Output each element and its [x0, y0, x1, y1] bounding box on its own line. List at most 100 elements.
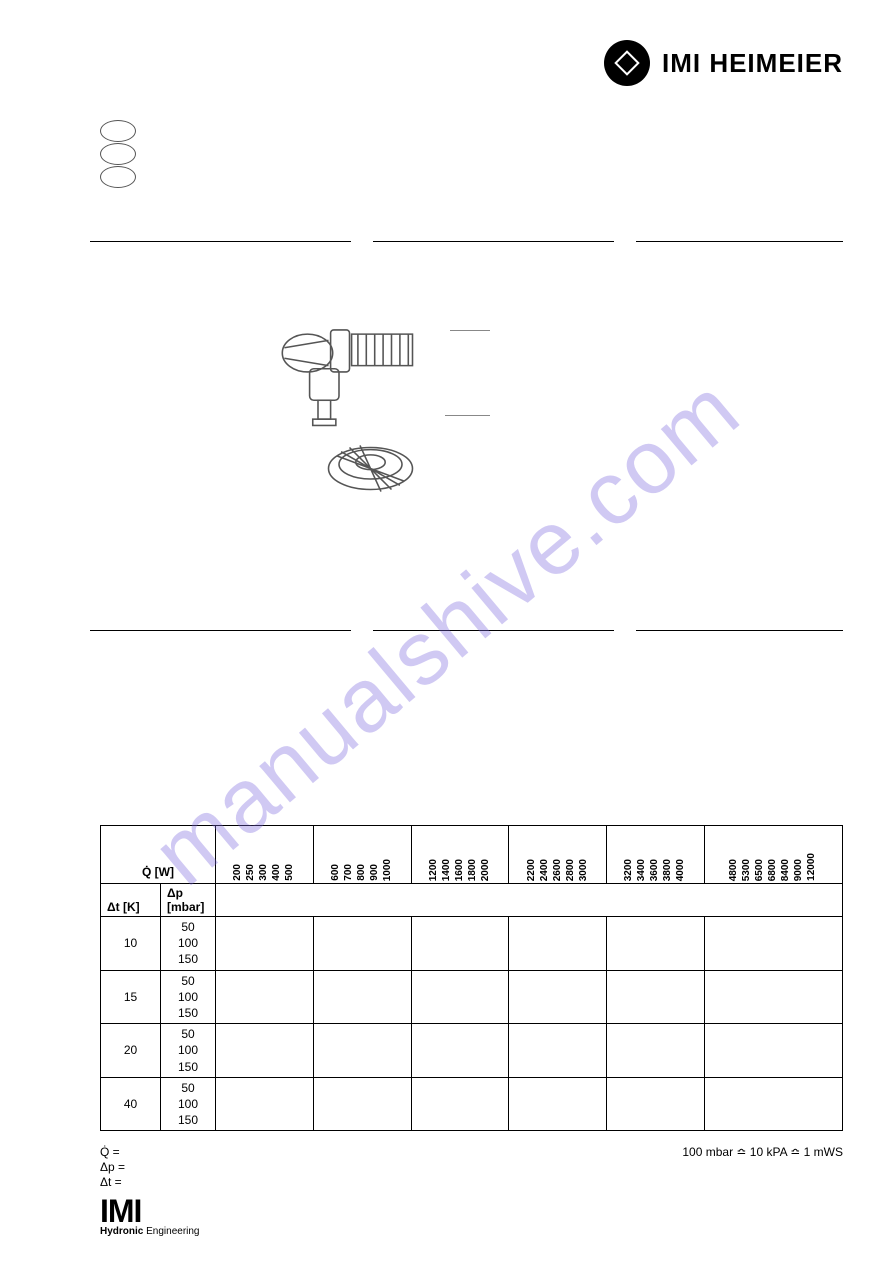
col-group-header: 22002400260028003000	[509, 826, 607, 884]
dt-header: Δt [K]	[101, 884, 161, 917]
col-header-value: 6500	[755, 859, 765, 881]
callout-line	[445, 415, 490, 416]
table-row: 1050100150	[101, 917, 843, 971]
col-group-header: 200250300400500	[216, 826, 314, 884]
table-cell	[216, 917, 314, 971]
dt-value: 20	[101, 1024, 161, 1078]
table-cell	[313, 1077, 411, 1131]
col-header-value: 3000	[579, 859, 589, 881]
table-row: 1550100150	[101, 970, 843, 1024]
dp-header: Δp [mbar]	[161, 884, 216, 917]
col-header-value: 800	[357, 864, 367, 881]
col-header-value: 8400	[781, 859, 791, 881]
q-label: Q̇ [W]	[142, 865, 174, 879]
flag-icon	[100, 143, 136, 165]
flag-icon	[100, 166, 136, 188]
table-header-row: Q̇ [W] 200250300400500 6007008009001000 …	[101, 826, 843, 884]
section-divider-row-1	[90, 241, 843, 242]
sizing-table: Q̇ [W] 200250300400500 6007008009001000 …	[100, 825, 843, 1131]
col-header-value: 3600	[650, 859, 660, 881]
table-subheader-row: Δt [K] Δp [mbar]	[101, 884, 843, 917]
col-group-header: 48005300650068008400900012000	[704, 826, 842, 884]
col-header-value: 1200	[429, 859, 439, 881]
table-cell	[411, 1077, 509, 1131]
table-row: 4050100150	[101, 1077, 843, 1131]
dt-value: 40	[101, 1077, 161, 1131]
brand-header: IMI HEIMEIER	[604, 40, 843, 86]
footer-logo-sub-bold: Hydronic	[100, 1226, 143, 1237]
col-header-value: 3800	[663, 859, 673, 881]
footer-logo-subtitle: Hydronic Engineering	[100, 1226, 200, 1237]
brand-logo-icon	[604, 40, 650, 86]
col-header-value: 300	[259, 864, 269, 881]
table-cell	[509, 1077, 607, 1131]
table-cell	[607, 970, 705, 1024]
col-header-value: 2800	[566, 859, 576, 881]
table-cell	[411, 970, 509, 1024]
col-header-value: 500	[285, 864, 295, 881]
col-header-value: 700	[344, 864, 354, 881]
table-cell	[607, 1077, 705, 1131]
col-header-value: 9000	[794, 859, 804, 881]
unit-conversion-note: 100 mbar ≏ 10 kPA ≏ 1 mWS	[682, 1145, 843, 1159]
col-header-value: 250	[246, 864, 256, 881]
dt-value: 15	[101, 970, 161, 1024]
dp-values: 50100150	[161, 917, 216, 971]
table-cell	[313, 917, 411, 971]
table-row: 2050100150	[101, 1024, 843, 1078]
table-cell	[216, 1024, 314, 1078]
dt-note: Δt =	[100, 1175, 125, 1190]
footer-logo-sub-rest: Engineering	[143, 1226, 199, 1237]
footer-logo-main: IMI	[100, 1197, 200, 1226]
table-cell	[509, 917, 607, 971]
table-cell	[607, 1024, 705, 1078]
col-header-value: 4000	[676, 859, 686, 881]
dt-value: 10	[101, 917, 161, 971]
table-cell	[216, 1077, 314, 1131]
table-cell	[509, 1024, 607, 1078]
dp-note: Δp =	[100, 1160, 125, 1175]
col-header-value: 2400	[540, 859, 550, 881]
dp-values: 50100150	[161, 1024, 216, 1078]
valve-diagram	[255, 290, 465, 500]
col-header-value: 5300	[742, 859, 752, 881]
col-header-value: 2000	[481, 859, 491, 881]
dp-values: 50100150	[161, 970, 216, 1024]
table-cell	[411, 917, 509, 971]
brand-name: IMI HEIMEIER	[662, 48, 843, 79]
col-header-value: 1000	[383, 859, 393, 881]
col-header-value: 200	[233, 864, 243, 881]
section-divider-row-2	[90, 630, 843, 631]
table-cell	[313, 1024, 411, 1078]
table-cell	[704, 970, 842, 1024]
col-header-value: 2600	[553, 859, 563, 881]
col-header-value: 3400	[637, 859, 647, 881]
col-group-header: 32003400360038004000	[607, 826, 705, 884]
table-cell	[704, 1024, 842, 1078]
table-cell	[216, 970, 314, 1024]
table-cell	[704, 917, 842, 971]
flag-icon	[100, 120, 136, 142]
col-header-value: 4800	[729, 859, 739, 881]
col-group-header: 12001400160018002000	[411, 826, 509, 884]
col-header-value: 3200	[624, 859, 634, 881]
callout-line	[450, 330, 490, 331]
col-header-value: 400	[272, 864, 282, 881]
col-header-value: 1600	[455, 859, 465, 881]
col-header-value: 12000	[807, 853, 817, 881]
dp-values: 50100150	[161, 1077, 216, 1131]
q-note: Q̇ =	[100, 1145, 125, 1160]
table-cell	[411, 1024, 509, 1078]
table-cell	[607, 917, 705, 971]
table-cell	[313, 970, 411, 1024]
col-header-value: 6800	[768, 859, 778, 881]
col-header-value: 2200	[527, 859, 537, 881]
table-cell	[704, 1077, 842, 1131]
col-header-value: 1800	[468, 859, 478, 881]
footer-logo: IMI Hydronic Engineering	[100, 1197, 200, 1237]
col-header-value: 900	[370, 864, 380, 881]
q-header: Q̇ [W]	[101, 826, 216, 884]
col-header-value: 600	[331, 864, 341, 881]
language-flags	[100, 120, 136, 188]
table-cell	[509, 970, 607, 1024]
